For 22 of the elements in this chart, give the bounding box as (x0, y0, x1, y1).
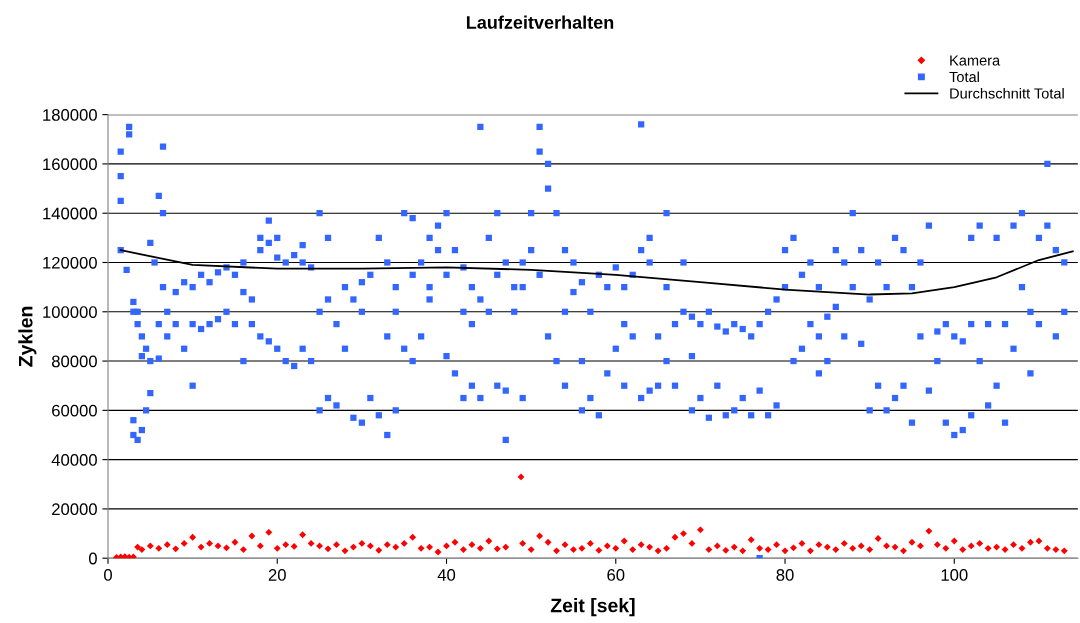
x-tick-label: 100 (941, 569, 968, 581)
y-tick-label: 160000 (43, 158, 97, 171)
y-tick-label: 120000 (43, 256, 97, 269)
x-tick-label: 40 (437, 569, 456, 581)
chart-title: Laufzeitverhalten (466, 15, 614, 29)
y-tick-label: 40000 (51, 454, 97, 466)
legend-label: Total (949, 71, 979, 83)
y-axis-title: Zyklen (18, 306, 37, 367)
x-tick-label: 0 (104, 569, 112, 581)
y-tick-label: 20000 (52, 503, 97, 516)
y-tick-label: 0 (88, 552, 97, 565)
x-tick-label: 20 (268, 569, 286, 581)
y-tick-label: 80000 (51, 355, 97, 368)
x-tick-label: 80 (776, 569, 794, 581)
x-axis-title: Zeit [sek] (550, 598, 635, 617)
x-tick-label: 60 (607, 569, 625, 581)
y-tick-label: 140000 (43, 207, 97, 220)
y-tick-label: 100000 (43, 306, 97, 318)
legend-label: Kamera (950, 55, 1001, 66)
legend-label: Durchschnitt Total (950, 87, 1064, 99)
y-tick-label: 60000 (52, 404, 97, 417)
y-tick-label: 180000 (43, 109, 97, 121)
